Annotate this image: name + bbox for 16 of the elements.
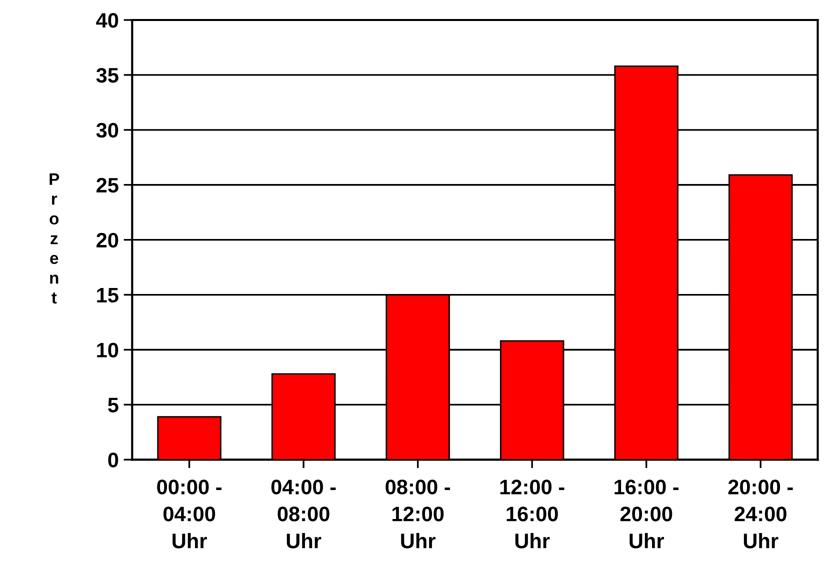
x-tick-label: 08:00 - 12:00 Uhr	[386, 480, 450, 548]
y-tick-label: 20	[96, 232, 118, 248]
y-tick-label: 0	[108, 452, 118, 468]
y-tick-label: 5	[108, 398, 118, 412]
y-tick-label: 25	[96, 178, 118, 193]
x-tick-label: 00:00 - 04:00 Uhr	[157, 480, 222, 548]
y-tick-label: 10	[97, 342, 118, 358]
x-tick-label: 20:00 - 24:00 Uhr	[728, 480, 793, 548]
x-tick-label: 16:00 - 20:00 Uhr	[614, 480, 679, 548]
y-tick-label: 15	[97, 288, 118, 303]
y-tick-label: 30	[96, 122, 118, 138]
x-tick-label: 12:00 - 16:00 Uhr	[500, 480, 564, 548]
x-tick-label: 04:00 - 08:00 Uhr	[271, 480, 336, 548]
y-axis-title: Prozent	[50, 173, 60, 304]
y-tick-label: 40	[96, 12, 118, 28]
y-tick-label: 35	[96, 68, 118, 83]
